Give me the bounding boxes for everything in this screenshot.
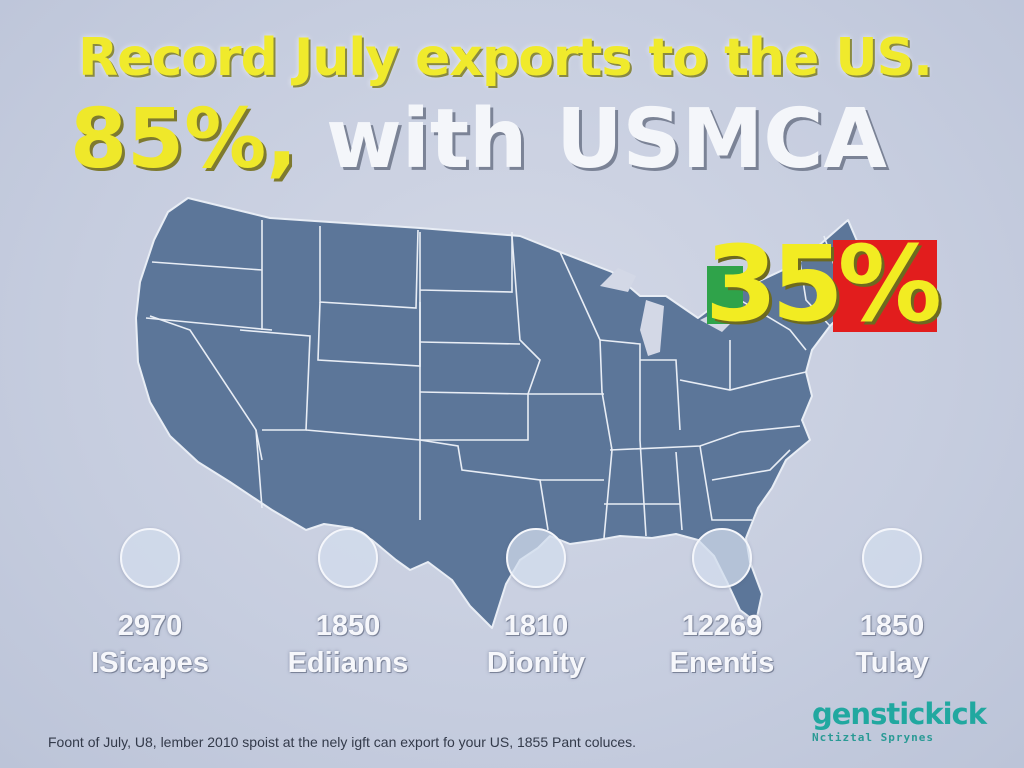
stat-item: 1810 Dionity: [446, 528, 626, 680]
headline-line-2: 85%, with USMCA: [70, 92, 887, 187]
stat-value: 1810: [503, 610, 569, 642]
badge-green-block: [707, 266, 743, 324]
logo-tagline: Nctiztal Sprynes: [812, 731, 934, 744]
headline-usmca-text: with USMCA: [297, 92, 887, 187]
percentage-badge: 35%: [705, 232, 942, 350]
stat-item: 2970 ISicapes: [60, 528, 240, 680]
stat-label: ISicapes: [91, 647, 209, 679]
footnote: Foont of July, U8, lember 2010 spoist at…: [48, 734, 637, 750]
stat-circle-icon: [318, 528, 378, 588]
stat-value: 2970: [117, 610, 183, 642]
stat-item: 12269 Enentis: [632, 528, 812, 680]
badge-value: 35%: [705, 223, 942, 345]
stat-item: 1850 Ediianns: [258, 528, 438, 680]
stat-value: 12269: [681, 610, 763, 642]
badge-red-block: [833, 240, 937, 332]
stat-circle-icon: [506, 528, 566, 588]
headline-line-1: Record July exports to the US.: [78, 28, 933, 88]
headline-percentage: 85%,: [70, 92, 298, 187]
stat-value: 1850: [315, 610, 381, 642]
stat-label: Tulay: [855, 647, 929, 679]
brand-logo: genstickick Nctiztal Sprynes: [812, 697, 992, 745]
stat-circle-icon: [862, 528, 922, 588]
logo-name: genstickick: [812, 697, 987, 731]
stat-circle-icon: [120, 528, 180, 588]
stat-item: 1850 Tulay: [802, 528, 982, 680]
stat-label: Enentis: [669, 647, 775, 679]
state-borders: [145, 220, 841, 539]
stat-label: Dionity: [486, 647, 586, 679]
stat-value: 1850: [859, 610, 925, 642]
stat-label: Ediianns: [287, 647, 409, 679]
great-lakes: [600, 268, 736, 356]
stat-circle-icon: [692, 528, 752, 588]
